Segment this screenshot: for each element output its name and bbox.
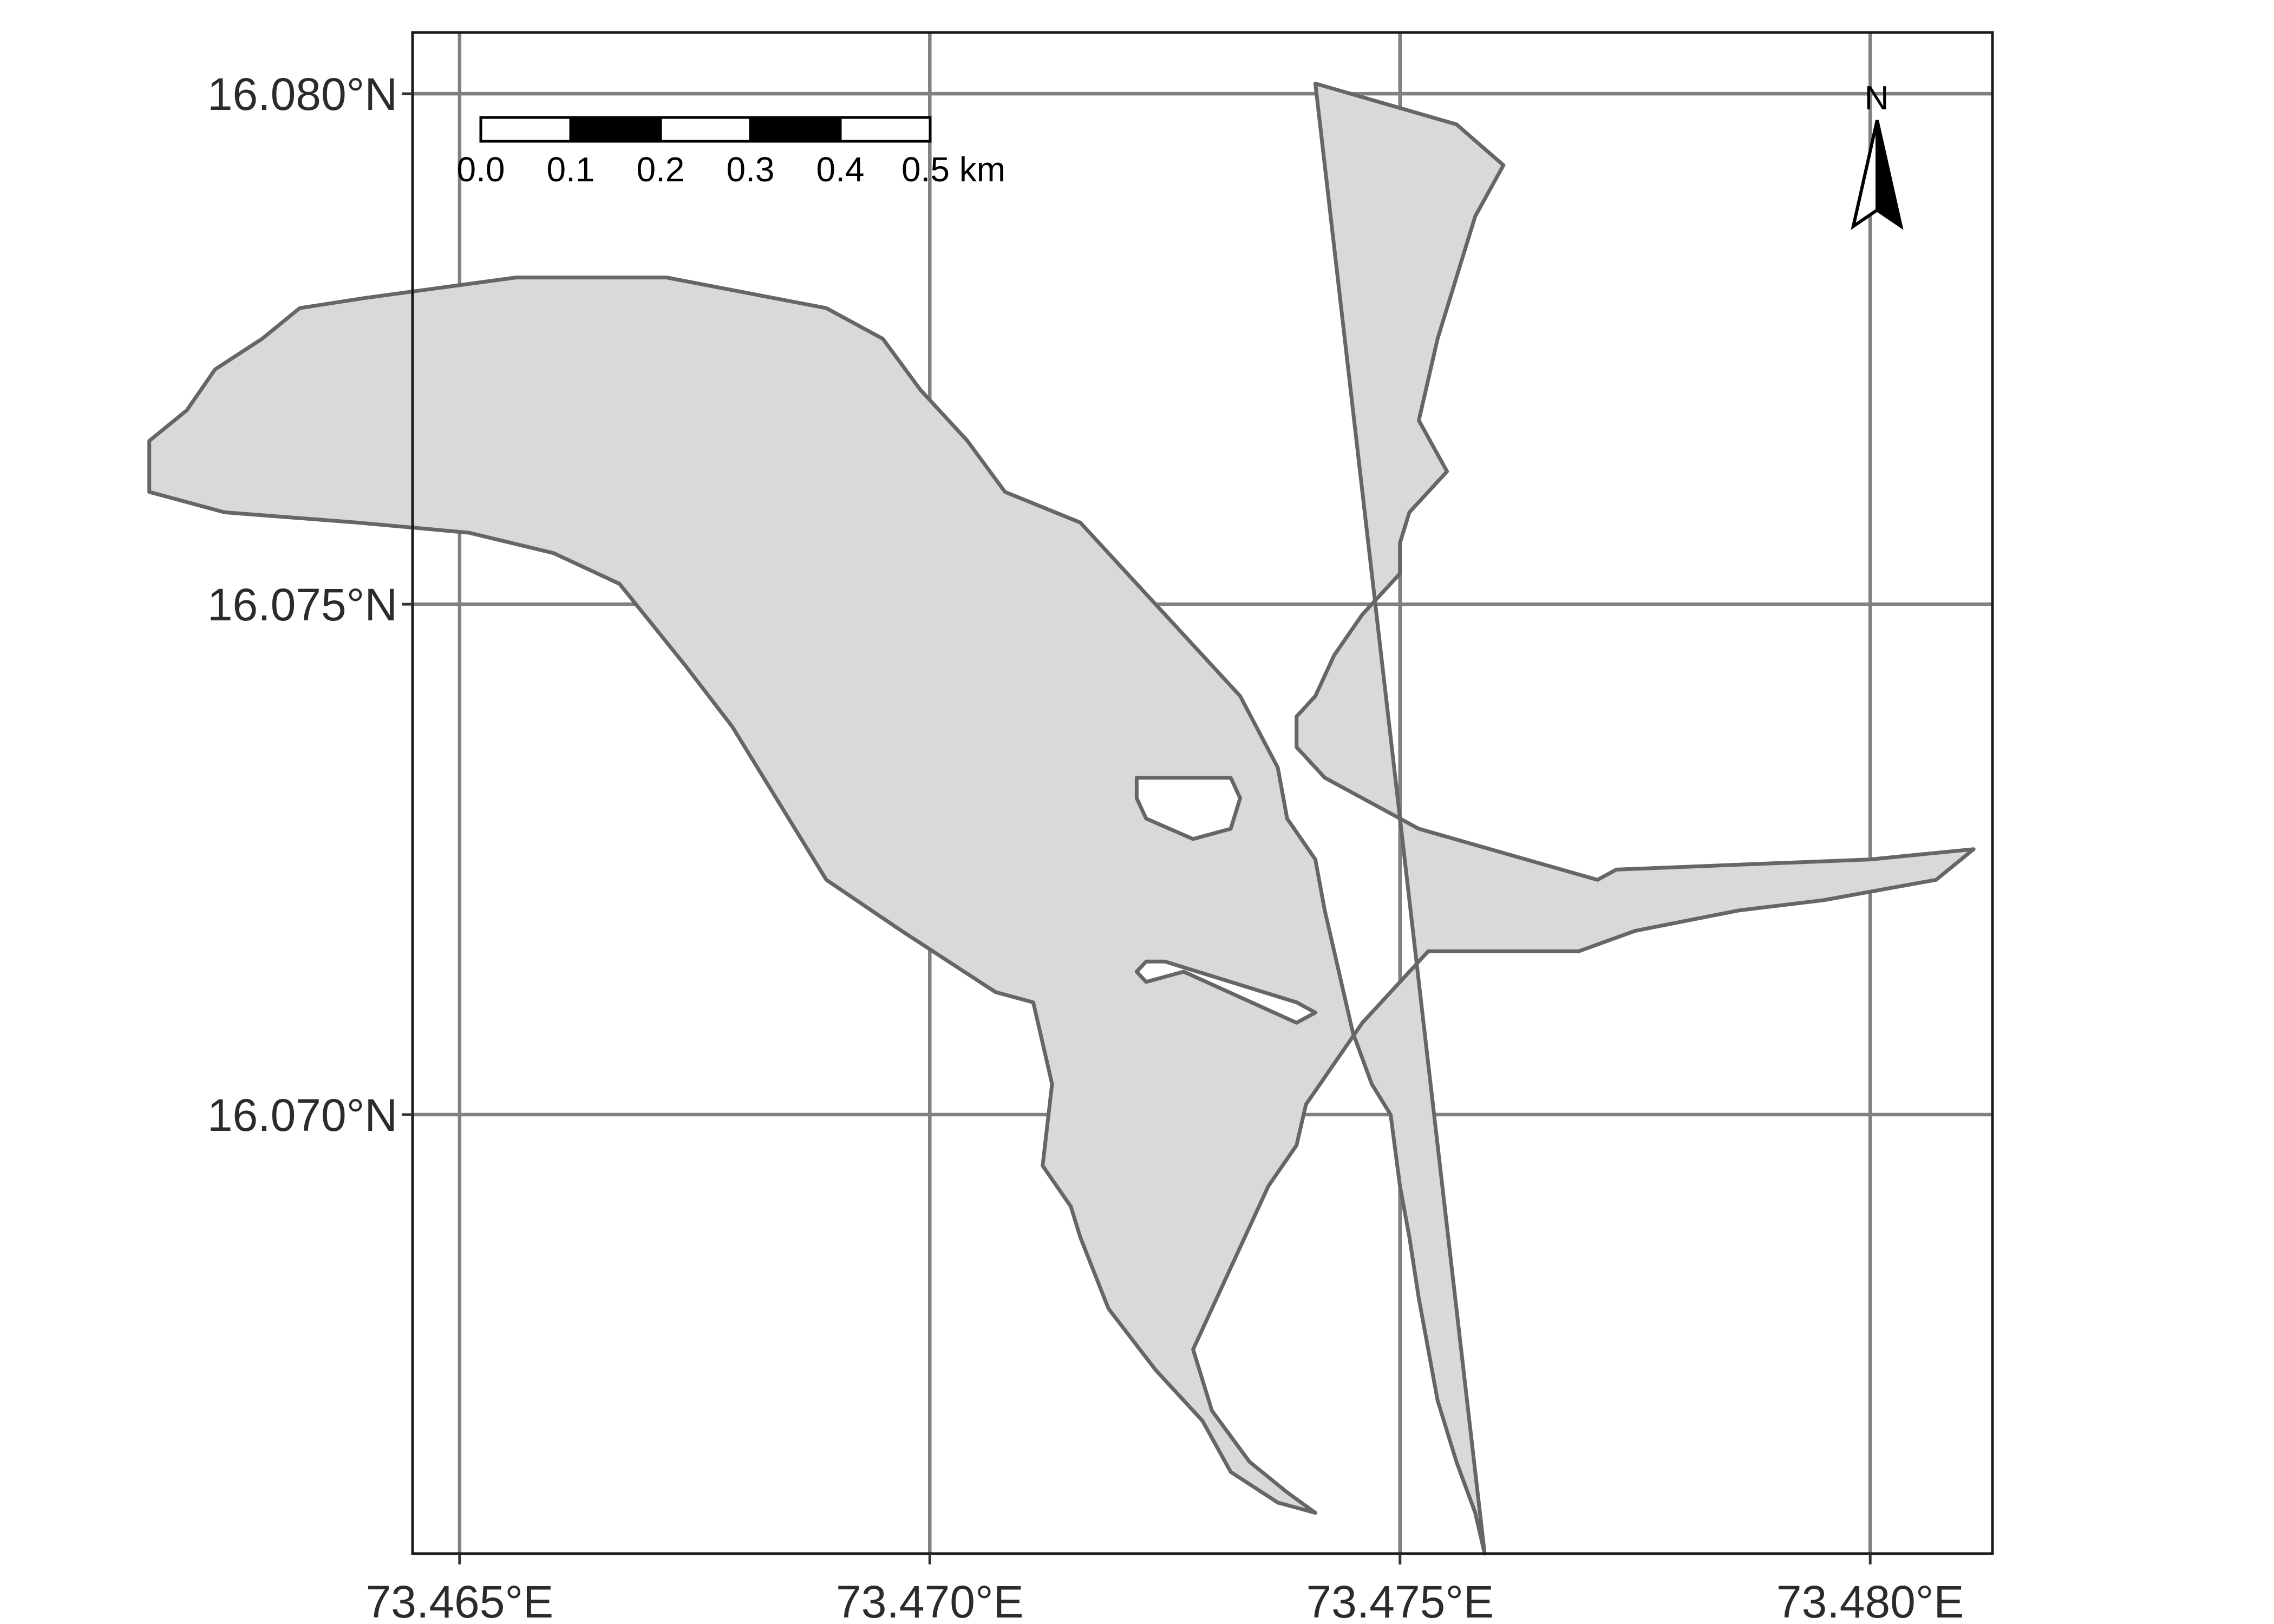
- x-tick-label-2: 73.475°E: [1306, 1576, 1494, 1624]
- map-panel-border: [411, 31, 1994, 1555]
- scale-bar-segment-1: [479, 116, 572, 143]
- land-polygon-layer: [147, 81, 1976, 1556]
- y-tick-label-0: 16.070°N: [207, 1090, 397, 1141]
- estuary-polygon: [147, 81, 1976, 1556]
- scale-label-0: 0.0: [457, 150, 505, 189]
- scale-label-5: 0.5 km: [901, 150, 1005, 189]
- x-tick-label-0: 73.465°E: [366, 1576, 554, 1624]
- scale-bar-segment-4: [749, 116, 842, 143]
- x-tick-label-1: 73.470°E: [836, 1576, 1024, 1624]
- scale-label-2: 0.2: [637, 150, 685, 189]
- axis-ticks: 73.465°E 73.470°E 73.475°E 73.480°E 16.070°N…: [207, 69, 1964, 1624]
- north-arrow-label: N: [1865, 80, 1889, 117]
- scale-bar: 0.0 0.1 0.2 0.3 0.4 0.5 km: [457, 116, 1005, 189]
- y-tick-label-1: 16.075°N: [207, 579, 397, 630]
- north-arrow: N: [1851, 80, 1904, 230]
- y-tick-label-2: 16.080°N: [207, 69, 397, 120]
- scale-label-4: 0.4: [816, 150, 865, 189]
- north-arrow-right-half: [1876, 120, 1904, 230]
- north-arrow-left-half: [1851, 120, 1879, 230]
- scale-bar-segment-3: [659, 116, 752, 143]
- x-tick-label-3: 73.480°E: [1776, 1576, 1964, 1624]
- scale-bar-segment-5: [839, 116, 932, 143]
- scale-label-3: 0.3: [727, 150, 775, 189]
- scale-label-1: 0.1: [547, 150, 595, 189]
- scale-bar-segment-2: [569, 116, 662, 143]
